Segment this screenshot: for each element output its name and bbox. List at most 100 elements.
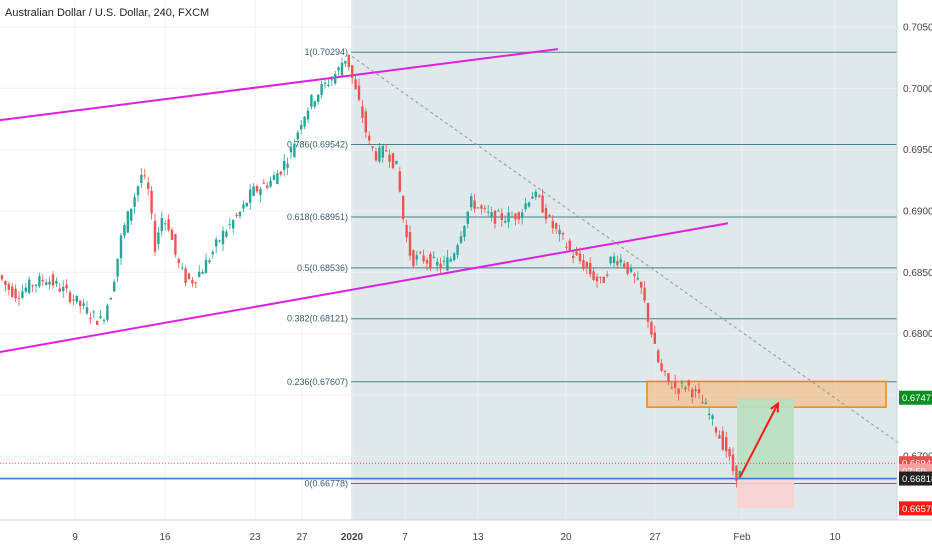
candle-body xyxy=(289,147,293,153)
candle-body xyxy=(595,276,599,282)
candle-body xyxy=(225,231,228,237)
candle-body xyxy=(663,370,667,372)
candle-body xyxy=(344,60,347,64)
time-axis[interactable]: 9 16 23 27 2020 7 13 20 27 Feb 10 xyxy=(72,532,841,543)
candle-body xyxy=(541,195,544,213)
downtrend-line[interactable] xyxy=(351,56,901,445)
candle-body xyxy=(116,258,119,277)
x-tick-label: 27 xyxy=(296,532,308,543)
candle-body xyxy=(459,236,463,243)
candle-body xyxy=(201,271,204,274)
candle-body xyxy=(31,285,34,287)
candle-body xyxy=(602,276,605,283)
long-position[interactable] xyxy=(737,398,794,509)
candle-body xyxy=(167,219,170,231)
x-tick-label: 16 xyxy=(159,532,171,543)
candle-body xyxy=(436,261,439,266)
candle-body xyxy=(58,288,61,292)
candle-body xyxy=(561,233,565,235)
candle-body xyxy=(119,235,123,259)
candle-body xyxy=(612,256,616,264)
candle-body xyxy=(347,54,350,68)
candle-body xyxy=(364,111,367,133)
candle-body xyxy=(320,84,323,96)
candle-body xyxy=(323,82,327,84)
candle-body xyxy=(731,454,735,472)
candle-body xyxy=(640,281,643,288)
candle-body xyxy=(368,135,371,141)
candle-body xyxy=(24,287,27,292)
candle-body xyxy=(517,212,520,220)
candle-body xyxy=(198,271,201,277)
candle-body xyxy=(136,186,140,196)
x-tick-label: 13 xyxy=(472,532,484,543)
candle-body xyxy=(79,300,82,307)
candle-body xyxy=(456,245,459,255)
candle-body xyxy=(208,260,211,263)
candle-body xyxy=(514,213,517,220)
fib-retracement[interactable]: 1(0.70294) 0.786(0.69542) 0.618(0.68951) 0.… xyxy=(287,47,897,488)
candle-body xyxy=(565,246,568,248)
channel-upper-line[interactable] xyxy=(0,48,559,122)
candle-body xyxy=(378,147,381,162)
candle-body xyxy=(55,280,58,284)
candle-body xyxy=(415,255,418,260)
candle-body xyxy=(28,279,31,293)
price-badge xyxy=(899,471,932,486)
candle-body xyxy=(41,279,44,282)
candle-body xyxy=(7,284,10,290)
candle-body xyxy=(89,317,92,319)
candle-body xyxy=(674,381,677,388)
price-badge-label: 0.67477 xyxy=(902,393,932,404)
candle-body xyxy=(670,387,673,389)
candle-body xyxy=(164,223,167,225)
candle-body xyxy=(609,256,612,264)
candle-body xyxy=(51,274,55,286)
candle-body xyxy=(684,387,687,390)
candle-body xyxy=(259,189,262,196)
candle-body xyxy=(221,230,225,245)
candle-body xyxy=(510,216,514,218)
candle-body xyxy=(412,250,415,267)
arrow-shaft[interactable] xyxy=(739,403,779,478)
channel-lower-line[interactable] xyxy=(0,222,729,353)
candle-body xyxy=(113,281,116,292)
candle-body xyxy=(4,280,7,286)
candle-body xyxy=(432,256,435,258)
forecast-arrow[interactable] xyxy=(739,401,780,478)
candle-body xyxy=(677,388,680,394)
candle-body xyxy=(34,284,38,287)
candle-body xyxy=(238,211,242,217)
price-badge-label: 0.66575 xyxy=(902,504,932,515)
candle-body xyxy=(160,218,163,232)
candle-body xyxy=(728,448,731,457)
candle-body xyxy=(140,174,143,184)
candle-body xyxy=(357,85,361,100)
fib-level-label: 1(0.70294) xyxy=(304,47,348,57)
candle-body xyxy=(17,297,21,299)
fib-level-label: 0.236(0.67607) xyxy=(287,377,348,387)
candle-body xyxy=(11,286,14,297)
candle-body xyxy=(211,251,214,255)
candle-body xyxy=(487,211,490,213)
candle-body xyxy=(174,234,177,255)
candle-body xyxy=(578,253,582,262)
candle-body xyxy=(500,213,503,221)
candle-body xyxy=(531,196,534,199)
candle-body xyxy=(276,173,279,185)
candle-body xyxy=(310,94,313,107)
candle-body xyxy=(527,202,531,207)
candle-body xyxy=(96,321,99,325)
candle-body xyxy=(130,208,133,221)
candle-body xyxy=(133,197,136,207)
x-tick-label: 9 xyxy=(72,532,78,543)
stop-zone[interactable] xyxy=(737,478,794,509)
candle-body xyxy=(361,106,364,118)
candle-body xyxy=(102,320,106,322)
candle-body xyxy=(245,202,248,207)
grid-lines xyxy=(0,0,897,520)
candle-body xyxy=(150,190,153,214)
